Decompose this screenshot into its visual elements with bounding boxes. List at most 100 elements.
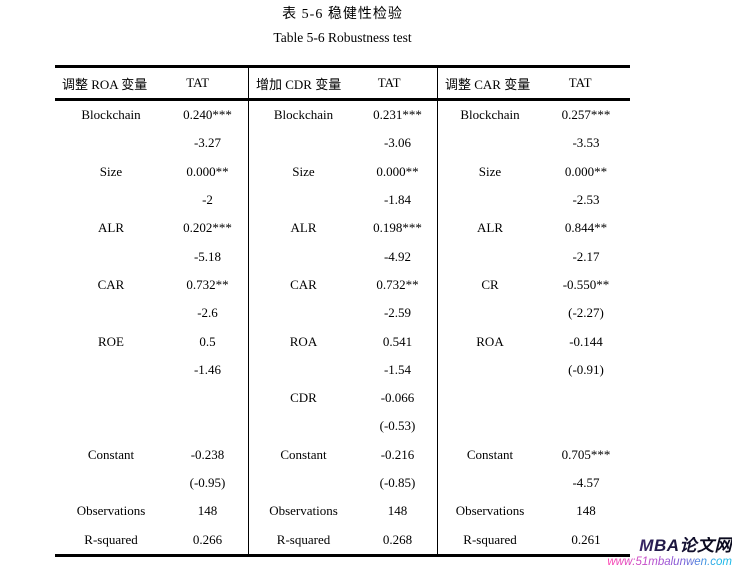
table-group-header: 调整 ROA 变量 TAT	[55, 68, 248, 101]
table-group-body: Blockchain 0.231*** -3.06 Size 0.000** -1.84 A…	[249, 101, 437, 554]
table-cell-value: 0.240***	[183, 107, 232, 123]
table-cell-label: ALR	[477, 220, 503, 236]
table-row: -5.18	[55, 242, 248, 270]
table-group-body: Blockchain 0.257*** -3.53 Size 0.000** -2.53 A…	[438, 101, 630, 554]
table-row: CAR 0.732**	[55, 271, 248, 299]
table-cell-value: 0.000**	[376, 163, 419, 179]
table-cell-value: (-0.91)	[568, 361, 604, 377]
table-cell-value: (-2.27)	[568, 305, 604, 321]
table-row: R-squared 0.266	[55, 525, 248, 553]
robustness-table: 调整 ROA 变量 TAT Blockchain 0.240*** -3.27 Siz…	[55, 65, 630, 557]
table-cell-label: R-squared	[276, 531, 331, 547]
table-cell-value: 148	[387, 503, 408, 519]
table-row: -2.17	[438, 242, 630, 270]
table-row: CR -0.550**	[438, 271, 630, 299]
table-cell-label: Observations	[269, 503, 338, 519]
table-row: Constant 0.705***	[438, 441, 630, 469]
table-cell-label: Blockchain	[460, 107, 520, 123]
table-cell-value: 0.257***	[561, 107, 611, 123]
table-row: ROA -0.144	[438, 327, 630, 355]
table-cell-value: 0.000**	[564, 163, 608, 179]
table-cell-label: ALR	[290, 220, 317, 236]
table-group-adjust-roa: 调整 ROA 变量 TAT Blockchain 0.240*** -3.27 Siz…	[55, 68, 248, 554]
table-cell-value: -0.238	[190, 446, 225, 462]
table-group-header: 调整 CAR 变量 TAT	[438, 68, 630, 101]
table-row: -3.27	[55, 129, 248, 157]
table-cell-value: 0.261	[571, 531, 601, 547]
table-cell-label: ROA	[289, 333, 318, 349]
table-row: -1.46	[55, 356, 248, 384]
table-row: (-0.85)	[249, 469, 437, 497]
table-row: Blockchain 0.231***	[249, 101, 437, 129]
table-row: ROE 0.5	[55, 327, 248, 355]
table-cell-label: Observations	[76, 503, 146, 519]
table-cell-value: -3.53	[572, 135, 600, 151]
table-row: -1.84	[249, 186, 437, 214]
group-header-tat: TAT	[568, 75, 592, 90]
table-cell-label: Size	[292, 163, 315, 179]
table-cell-value: 0.5	[199, 333, 216, 349]
table-cell-value: 0.266	[192, 531, 223, 547]
table-row: -1.54	[249, 356, 437, 384]
group-header-label: 调整 ROA 变量	[62, 76, 148, 92]
table-row: -2	[55, 186, 248, 214]
table-row: Size 0.000**	[249, 158, 437, 186]
site-watermark: MBA论文网 www:51mbalunwen.com	[607, 537, 732, 568]
table-group-adjust-car: 调整 CAR 变量 TAT Blockchain 0.257*** -3.53 Siz…	[437, 68, 630, 554]
table-row: Blockchain 0.240***	[55, 101, 248, 129]
table-cell-label: ALR	[98, 220, 124, 236]
table-row: (-0.91)	[438, 356, 630, 384]
table-cell-value: 148	[576, 503, 596, 519]
table-cell-value: -4.92	[383, 248, 412, 264]
table-row: -2.6	[55, 299, 248, 327]
table-cell-label: Blockchain	[273, 107, 334, 123]
table-group-body: Blockchain 0.240*** -3.27 Size 0.000** -2 ALR 0…	[55, 101, 248, 554]
table-cell-label: Observations	[455, 503, 525, 519]
table-cell-label: CAR	[97, 276, 125, 292]
table-cell-value: 0.231***	[373, 107, 422, 123]
table-row: Size 0.000**	[55, 158, 248, 186]
table-cell-label: R-squared	[84, 531, 138, 547]
table-row: ALR 0.844**	[438, 214, 630, 242]
table-cell-value: -1.84	[383, 192, 412, 208]
table-cell-value: -3.27	[193, 135, 222, 151]
table-cell-label: Constant	[87, 446, 135, 462]
table-cell-label: Size	[478, 163, 502, 179]
table-cell-value: 0.268	[382, 531, 413, 547]
table-cell-value: 0.732**	[376, 276, 419, 292]
table-row: (-0.95)	[55, 469, 248, 497]
table-cell-label: CAR	[290, 276, 317, 292]
table-row: ALR 0.198***	[249, 214, 437, 242]
table-row: -4.57	[438, 469, 630, 497]
group-header-tat: TAT	[186, 75, 210, 90]
table-row: CDR -0.066	[249, 384, 437, 412]
table-row	[55, 384, 248, 412]
table-row: ALR 0.202***	[55, 214, 248, 242]
table-cell-label: R-squared	[463, 531, 517, 547]
group-header-tat: TAT	[377, 75, 401, 90]
table-cell-label: CDR	[290, 390, 317, 406]
table-cell-value: (-0.85)	[379, 475, 416, 490]
table-cell-label: Blockchain	[81, 107, 141, 123]
table-cell-value: 148	[197, 503, 218, 519]
table-cell-value: -2.59	[383, 305, 412, 321]
table-cell-value: 0.198***	[373, 220, 422, 236]
table-cell-value: (-0.53)	[379, 418, 416, 434]
table-row: R-squared 0.261	[438, 525, 630, 553]
table-row: -4.92	[249, 242, 437, 270]
table-cell-value: -2.17	[572, 248, 600, 264]
table-row: -3.06	[249, 129, 437, 157]
table-cell-label: ROA	[476, 333, 504, 349]
table-row	[438, 412, 630, 440]
table-row: -2.59	[249, 299, 437, 327]
table-row: (-0.53)	[249, 412, 437, 440]
table-cell-value: -1.54	[383, 361, 412, 377]
table-cell-value: -0.144	[569, 333, 603, 349]
table-row: R-squared 0.268	[249, 525, 437, 553]
table-group-header: 增加 CDR 变量 TAT	[249, 68, 437, 101]
table-cell-value: -1.46	[193, 361, 222, 377]
table-cell-value: 0.000**	[186, 163, 229, 179]
table-cell-value: -4.57	[572, 475, 600, 490]
table-row	[438, 384, 630, 412]
